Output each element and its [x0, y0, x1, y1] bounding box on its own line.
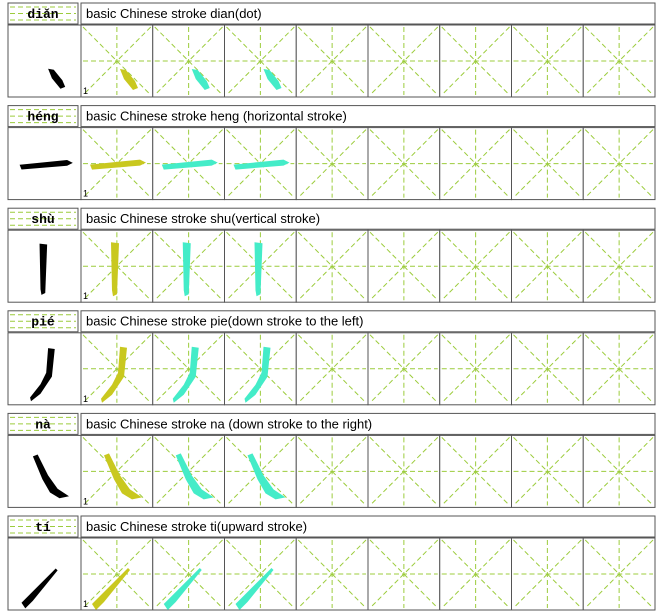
description-box	[80, 515, 656, 538]
trace-stroke	[101, 346, 127, 403]
stroke-block: héng basic Chinese stroke heng (horizonta…	[7, 105, 656, 201]
trace-stroke	[161, 159, 218, 170]
start-number: 1	[83, 86, 88, 96]
example-box	[7, 24, 82, 98]
trace-stroke	[90, 159, 146, 170]
example-stroke	[19, 160, 73, 170]
trace-stroke	[191, 69, 210, 90]
example-stroke	[21, 568, 58, 609]
trace-stroke	[182, 242, 191, 297]
description-box	[80, 105, 656, 128]
start-number: 1	[83, 189, 88, 199]
stroke-block: diǎn basic Chinese stroke dian(dot) 1	[7, 2, 656, 98]
trace-stroke	[172, 346, 199, 403]
trace-stroke	[175, 453, 214, 500]
example-stroke	[39, 243, 48, 295]
stroke-block: pié basic Chinese stroke pie(down stroke …	[7, 310, 656, 406]
description-box	[80, 310, 656, 333]
start-number: 1	[83, 394, 88, 404]
trace-stroke	[92, 568, 130, 610]
start-number: 1	[83, 496, 88, 506]
example-box	[7, 332, 82, 406]
description: basic Chinese stroke shu(vertical stroke…	[86, 211, 320, 226]
trace-stroke	[111, 242, 119, 297]
trace-stroke	[233, 159, 290, 170]
pinyin: tí	[35, 520, 51, 535]
trace-stroke	[235, 568, 274, 610]
pinyin: diǎn	[27, 7, 58, 22]
description: basic Chinese stroke na (down stroke to …	[86, 416, 372, 431]
description: basic Chinese stroke ti(upward stroke)	[86, 519, 307, 534]
example-stroke	[32, 454, 69, 499]
trace-stroke	[254, 242, 263, 297]
trace-stroke	[104, 453, 142, 500]
trace-stroke	[263, 69, 282, 90]
stroke-block: nà basic Chinese stroke na (down stroke t…	[7, 412, 656, 508]
start-number: 1	[83, 291, 88, 301]
description: basic Chinese stroke heng (horizontal st…	[86, 109, 347, 124]
trace-stroke	[120, 69, 138, 90]
example-stroke	[30, 348, 55, 402]
pinyin: shù	[31, 212, 54, 227]
trace-stroke	[163, 568, 202, 610]
pinyin: nà	[35, 417, 51, 432]
example-stroke	[48, 68, 66, 89]
example-box	[7, 537, 82, 611]
description-box	[80, 2, 656, 25]
stroke-block: shù basic Chinese stroke shu(vertical str…	[7, 207, 656, 303]
description: basic Chinese stroke dian(dot)	[86, 6, 262, 21]
description-box	[80, 207, 656, 230]
pinyin: pié	[31, 315, 55, 330]
start-number: 1	[83, 599, 88, 609]
trace-stroke	[247, 453, 286, 500]
trace-stroke	[244, 346, 271, 403]
description: basic Chinese stroke pie(down stroke to …	[86, 314, 363, 329]
stroke-block: tí basic Chinese stroke ti(upward stroke)…	[7, 515, 656, 611]
pinyin: héng	[27, 110, 58, 125]
description-box	[80, 412, 656, 435]
